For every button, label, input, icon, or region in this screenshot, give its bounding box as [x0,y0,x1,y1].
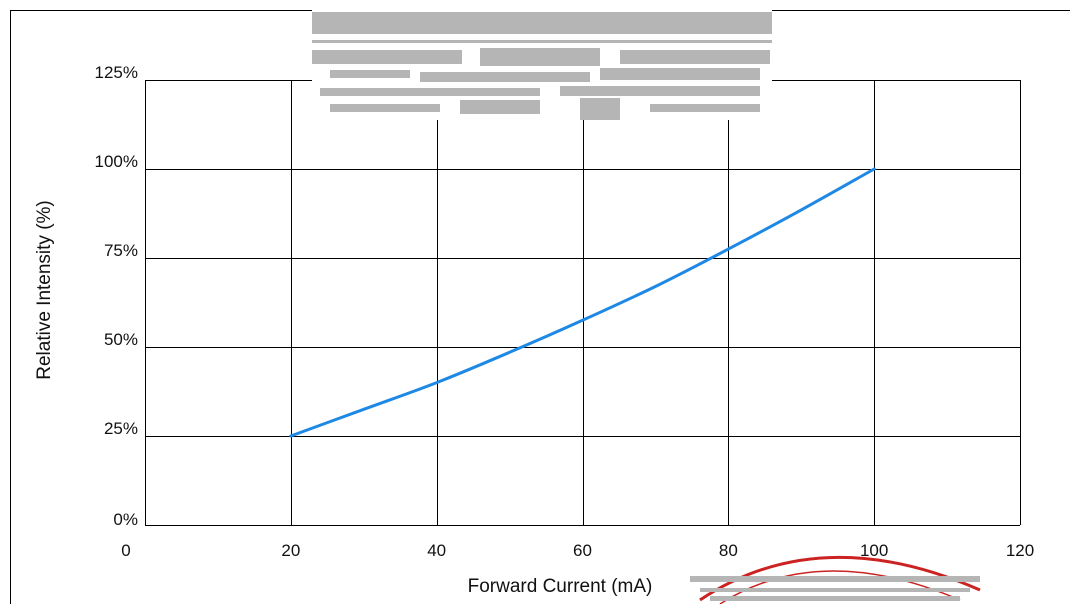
x-tick-label: 60 [573,541,592,560]
x-tick-label: 0 [121,541,130,560]
y-tick-labels: 0% 25% 50% 75% 100% 125% [95,63,138,529]
y-tick-label: 125% [95,63,138,82]
scan-artifact-image [312,0,772,120]
series-layer [289,167,876,438]
y-axis-label: Relative Intensity (%) [34,200,55,380]
x-tick-label: 40 [427,541,446,560]
y-tick-label: 100% [95,152,138,171]
x-tick-label: 100 [860,541,888,560]
x-tick-label: 120 [1006,541,1034,560]
x-tick-label: 20 [281,541,300,560]
grid [145,80,1021,526]
x-axis-label: Forward Current (mA) [468,576,653,597]
y-tick-label: 0% [113,510,138,529]
x-tick-labels: 0 20 40 60 80 100 120 [121,541,1034,560]
x-tick-label: 80 [719,541,738,560]
series-line [289,167,876,438]
stamp-artifact-image [690,555,981,604]
y-tick-label: 50% [104,330,138,349]
y-tick-label: 75% [104,241,138,260]
y-tick-label: 25% [104,419,138,438]
